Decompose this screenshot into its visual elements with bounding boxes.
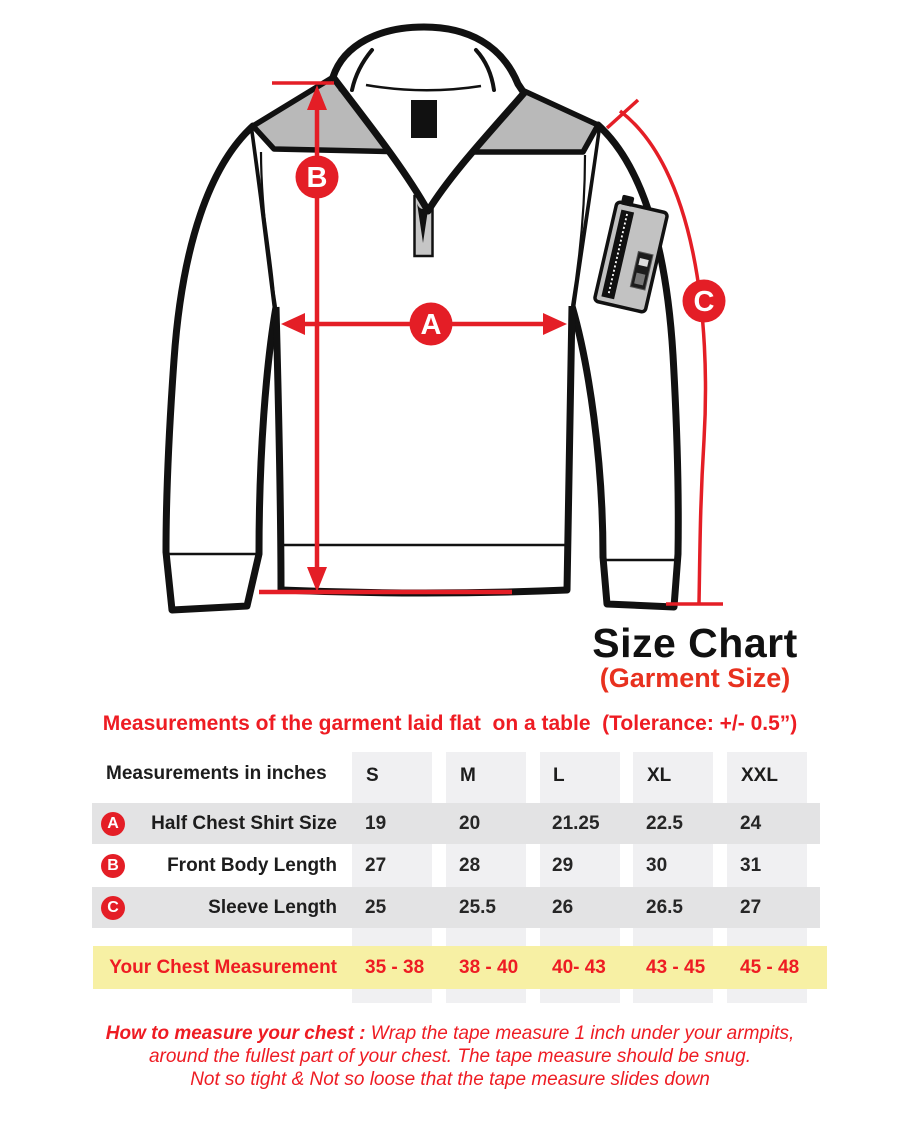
cell-a-xl: 22.5	[646, 812, 683, 834]
chest-cell-s: 35 - 38	[365, 956, 425, 978]
badge-b-circle	[295, 155, 339, 199]
chest-row-label: Your Chest Measurement	[109, 956, 337, 978]
row-band-a	[92, 803, 820, 844]
cell-a-l: 21.25	[552, 812, 600, 834]
neck-label	[411, 100, 437, 138]
cell-a-xxl: 24	[740, 812, 762, 834]
size-header-m: M	[460, 765, 476, 786]
how-to-measure-bold: How to measure your chest :	[105, 1023, 366, 1044]
left-armhole-seam	[259, 151, 278, 308]
cell-c-l: 26	[552, 896, 574, 918]
tolerance-note: Measurements of the garment laid flat on…	[102, 712, 798, 735]
table-corner-label: Measurements in inches	[106, 763, 327, 784]
chest-cell-l: 40- 43	[552, 956, 606, 978]
cell-c-xl: 26.5	[646, 896, 683, 918]
size-header-l: L	[553, 765, 565, 786]
pocket-patch-mark-top	[638, 258, 649, 267]
how-to-measure-line3: Not so tight & Not so loose that the tap…	[190, 1069, 710, 1090]
measure-c	[605, 98, 723, 606]
size-header-s: S	[366, 765, 379, 786]
row-label-half-chest: Half Chest Shirt Size	[151, 812, 337, 834]
cell-c-xxl: 27	[740, 896, 762, 918]
cell-c-m: 25.5	[459, 896, 496, 918]
sleeve-pocket	[593, 194, 669, 314]
pocket-zipper-pull	[620, 194, 635, 207]
chest-cell-xxl: 45 - 48	[740, 956, 800, 978]
table-badge-b: B	[101, 854, 125, 878]
chest-cell-xl: 43 - 45	[646, 956, 706, 978]
collar-back-seam	[365, 83, 482, 92]
badge-a-letter: A	[421, 309, 442, 341]
zipper-v-tip	[417, 203, 429, 243]
badge-c-letter: C	[694, 286, 715, 318]
cell-c-s: 25	[365, 896, 387, 918]
badge-a-circle	[409, 302, 453, 346]
right-armhole-seam	[570, 154, 587, 307]
measure-a-arrow-left	[281, 313, 305, 335]
table-badge-a: A	[101, 812, 125, 836]
chest-row-band	[93, 946, 827, 989]
row-band-c	[92, 887, 820, 928]
cell-a-m: 20	[459, 812, 481, 834]
cell-b-s: 27	[365, 854, 387, 876]
left-sleeve	[162, 122, 280, 614]
pocket-zipper-dashes	[607, 213, 628, 296]
page-subtitle: (Garment Size)	[599, 663, 791, 693]
row-label-front-body: Front Body Length	[167, 854, 337, 876]
size-header-xl: XL	[647, 765, 672, 786]
collar-right-fold	[474, 48, 496, 92]
size-header-xxl: XXL	[741, 765, 778, 786]
cell-b-xl: 30	[646, 854, 668, 876]
measure-a-arrow-right	[543, 313, 567, 335]
collar-left-fold	[350, 48, 374, 92]
measure-b-arrow-down	[307, 567, 327, 592]
how-to-measure-line2: around the fullest part of your chest. T…	[148, 1046, 752, 1067]
table-badge-c: C	[101, 896, 125, 920]
row-label-sleeve-length: Sleeve Length	[208, 896, 337, 918]
measure-c-curve	[618, 109, 708, 604]
garment-diagram: A B C	[162, 23, 726, 614]
cell-b-m: 28	[459, 854, 481, 876]
how-to-measure-note: How to measure your chest : Wrap the tap…	[0, 1022, 900, 1091]
cell-b-xxl: 31	[740, 854, 762, 876]
badge-b-letter: B	[307, 162, 328, 194]
how-to-measure-line1: Wrap the tape measure 1 inch under your …	[365, 1023, 795, 1044]
measure-b-arrow-up	[307, 85, 327, 110]
page-title: Size Chart	[592, 620, 798, 666]
pocket-patch-mark-bottom	[634, 272, 646, 286]
badge-c-circle	[682, 279, 726, 323]
cell-b-l: 29	[552, 854, 574, 876]
cell-a-s: 19	[365, 812, 387, 834]
chest-cell-m: 38 - 40	[459, 956, 519, 978]
